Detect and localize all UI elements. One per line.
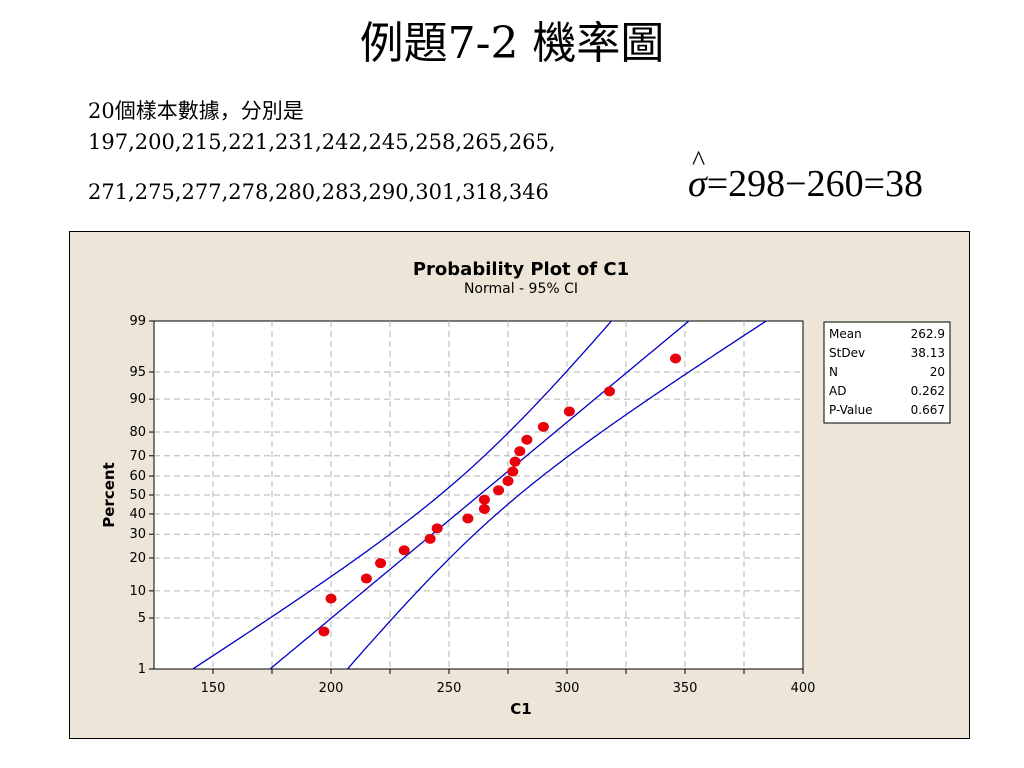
y-tick-label: 70 [129,449,146,464]
y-tick-label: 30 [129,527,146,542]
stats-label: P-Value [829,403,873,417]
y-tick-label: 90 [129,392,146,407]
data-point [478,503,490,514]
stats-label: AD [829,384,846,398]
data-point [424,533,436,544]
data-point [398,545,410,556]
data-point [360,573,372,584]
data-point [537,421,549,432]
stats-value: 38.13 [911,346,945,360]
y-axis-label: Percent [100,462,118,527]
y-tick-label: 20 [129,551,146,566]
data-point [670,353,682,364]
stats-label: N [829,365,838,379]
y-tick-label: 1 [138,662,146,677]
y-tick-label: 50 [129,488,146,503]
fit-line [269,321,690,669]
data-point [431,523,443,534]
slide-title: 例題7-2 機率圖 [359,18,665,69]
stats-box [823,321,951,424]
data-point [375,558,387,569]
sample-values-line-1: 197,200,215,221,231,242,245,258,265,265, [88,130,556,154]
chart-title: Probability Plot of C1 [413,259,629,280]
sample-intro: 20個樣本數據，分別是 [88,99,304,123]
data-point [603,386,615,397]
formula-rest: =298−260=38 [706,163,924,205]
data-point [514,446,526,457]
stats-label: Mean [829,327,862,341]
stats-value: 0.262 [911,384,945,398]
sample-values-line-2: 271,275,277,278,280,283,290,301,318,346 [88,180,549,204]
ci-band-lower [191,321,613,669]
data-point [507,466,519,477]
data-point [493,485,505,496]
stats-value: 0.667 [911,403,945,417]
x-tick-label: 250 [437,681,462,696]
data-point [325,593,337,604]
data-point [478,494,490,505]
y-tick-label: 80 [129,425,146,440]
stats-value: 262.9 [911,327,945,341]
sigma-hat-symbol: σ ^ [688,146,707,205]
sigma-formula: σ ^ =298−260=38 [688,146,924,206]
y-tick-label: 5 [138,611,146,626]
y-tick-label: 10 [129,584,146,599]
x-tick-label: 350 [673,681,698,696]
stats-label: StDev [829,346,865,360]
data-point [509,456,521,467]
stats-value: 20 [930,365,945,379]
y-tick-label: 95 [129,365,146,380]
y-tick-label: 60 [129,469,146,484]
x-tick-label: 150 [201,681,226,696]
chart-subtitle: Normal - 95% CI [464,281,578,297]
probability-plot: Probability Plot of C1 Normal - 95% CI 1 5 1… [69,231,970,739]
ci-band-upper [346,321,768,669]
y-tick-label: 99 [129,314,146,329]
data-point [318,626,330,637]
x-tick-label: 300 [555,681,580,696]
x-tick-label: 400 [791,681,816,696]
data-point [521,434,533,445]
y-tick-label: 40 [129,507,146,522]
data-point [462,513,474,524]
x-tick-label: 200 [319,681,344,696]
data-point [502,476,514,487]
x-axis-label: C1 [510,700,531,718]
data-point [563,406,575,417]
